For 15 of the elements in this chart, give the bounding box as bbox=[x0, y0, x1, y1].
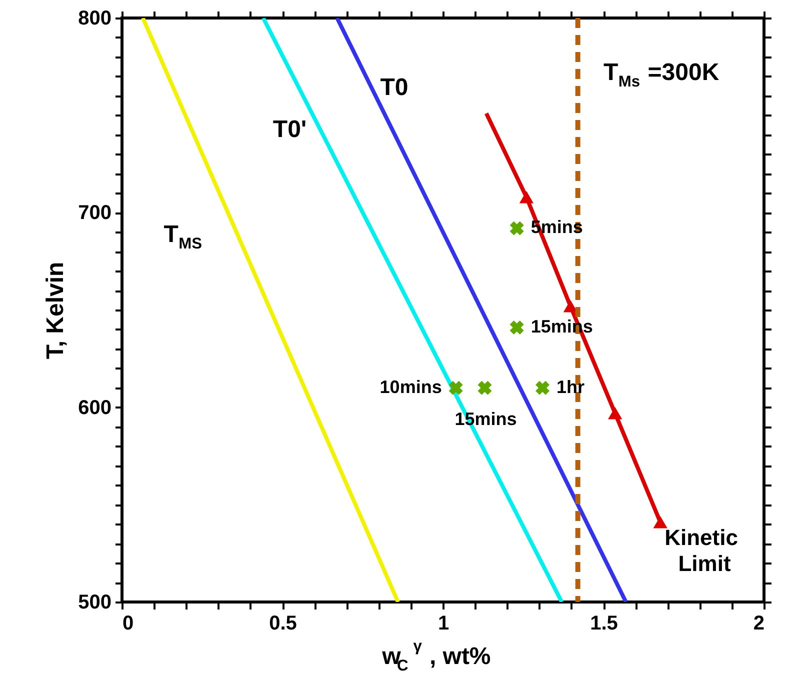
y-tick-label: 700 bbox=[78, 202, 112, 224]
annotation: 1hr bbox=[556, 376, 585, 397]
annotation: 10mins bbox=[380, 376, 442, 397]
y-tick-label: 800 bbox=[78, 8, 112, 30]
x-tick-label: 2 bbox=[753, 612, 764, 634]
series-label: Kinetic Limit bbox=[664, 525, 738, 576]
y-tick-label: 500 bbox=[78, 592, 112, 614]
x-tick-label: 0 bbox=[122, 612, 134, 634]
series-label: T0 bbox=[380, 74, 408, 101]
y-tick-label: 600 bbox=[78, 396, 112, 419]
x-tick-label: 0.5 bbox=[269, 612, 297, 634]
y-axis-title: T, Kelvin bbox=[42, 262, 70, 360]
x-tick-label: 1.5 bbox=[590, 612, 618, 634]
x-tick-label: 1 bbox=[438, 612, 450, 634]
series-label: T0' bbox=[272, 116, 307, 143]
